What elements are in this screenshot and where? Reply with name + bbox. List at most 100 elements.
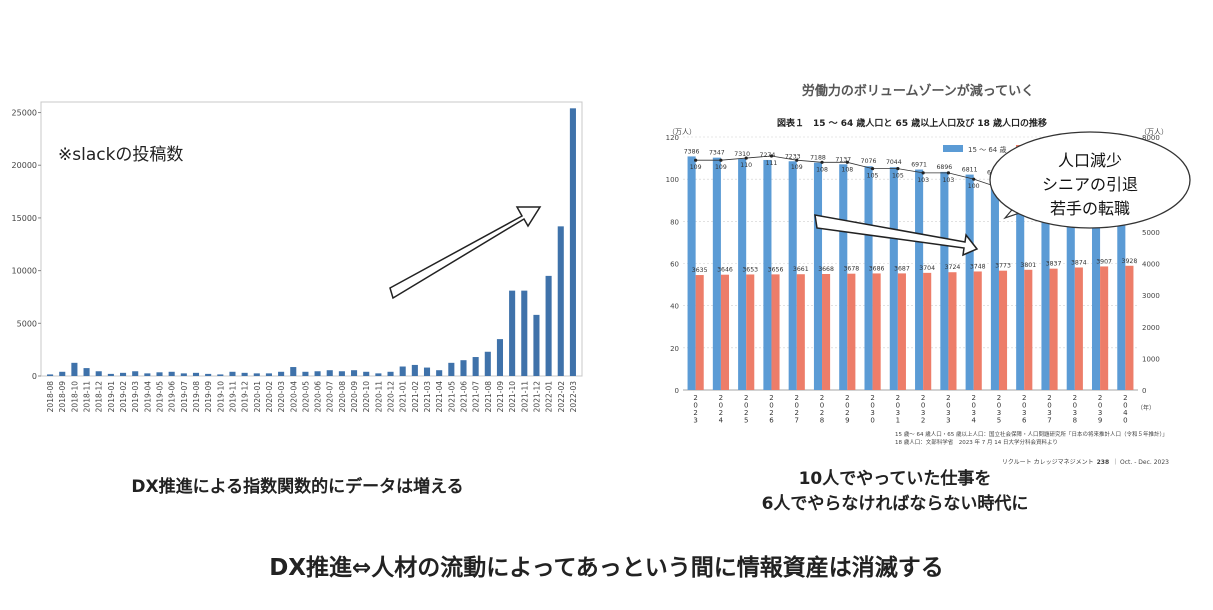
elderly-label: 3687 [894,265,910,272]
working-age-label: 7386 [684,148,700,155]
left-bar [71,362,78,376]
age18-point [870,167,875,171]
left-bar [399,366,406,376]
elderly-bar [1024,269,1033,390]
left-bar [411,364,418,376]
working-age-bar [965,174,974,390]
left-y-tick-label: 5000 [17,319,37,328]
elderly-label: 3907 [1096,258,1112,265]
left-axis-unit: （万人） [668,128,696,136]
working-age-label: 6811 [962,167,978,174]
working-age-label: 6971 [911,162,927,169]
elderly-bar [720,274,730,390]
left-x-tick-label: 2021-09 [496,381,505,413]
left-x-tick-label: 2022-01 [545,381,554,413]
left-bar [363,371,370,376]
age18-point [744,156,748,160]
age18-label: 103 [943,177,955,184]
elderly-label: 3686 [869,265,885,272]
source-line-2: 18 歳人口：文部科学省 2023 年 7 月 14 日大学分科会資料より [895,438,1058,446]
left-x-tick-label: 2019-06 [168,381,177,413]
left-bar [569,108,576,377]
left-x-tick-label: 2021-05 [447,381,456,413]
age18-point [946,171,951,175]
left-y-tick-label: 20000 [12,161,37,170]
right-y-tick-label-left: 20 [670,345,679,353]
age18-label: 109 [715,164,727,171]
left-bar [472,357,479,376]
left-x-tick-label: 2019-12 [241,381,250,413]
right-y-tick-label-left: 40 [670,303,679,311]
left-bar [47,374,54,376]
working-age-bar [864,166,873,390]
left-bar [302,371,309,376]
left-bar [83,368,90,376]
right-y-tick-label-left: 120 [666,134,679,142]
working-age-bar [1091,192,1101,390]
left-x-tick-label: 2021-12 [532,381,541,413]
working-age-bar [1016,180,1025,390]
left-x-tick-label: 2018-09 [58,381,67,413]
working-age-label: 7347 [709,150,725,157]
working-age-bar [889,167,898,390]
left-y-tick-label: 0 [32,372,37,381]
working-age-bar [839,164,848,390]
right-chart-title: 図表１ 15 ～ 64 歳人口と 65 歳以上人口及び 18 歳人口の推移 [777,117,1047,129]
right-y-tick-label-right: 3000 [1142,292,1160,300]
left-bar [496,339,504,376]
working-age-bar [687,156,696,390]
elderly-label: 3801 [1020,262,1036,269]
left-x-tick-label: 2022-03 [569,381,578,413]
right-y-tick-label-right: 2000 [1142,324,1160,332]
working-age-label: 7310 [734,151,750,158]
working-age-label: 7233 [785,153,801,160]
left-x-tick-label: 2021-03 [423,381,432,413]
working-age-bar [1066,188,1075,390]
age18-label: 108 [841,166,853,173]
age18-label: 108 [816,166,828,173]
right-caption: 10人でやっていた仕事を 6人でやらなければならない時代に [720,467,1070,517]
left-x-tick-label: 2019-04 [143,381,152,413]
left-annotation: ※slackの投稿数 [58,145,183,165]
left-x-tick-label: 2020-03 [277,381,286,413]
left-bar [156,372,163,376]
age18-point [896,167,900,171]
elderly-bar [973,271,982,390]
elderly-bar [1125,265,1134,390]
right-y-tick-label-left: 60 [670,261,679,269]
working-age-bar [712,157,721,390]
decline-arrow-icon [814,214,979,257]
elderly-bar [948,272,957,390]
legend-swatch-working-age [943,145,963,152]
bubble-line-3: 若手の転職 [1050,199,1130,218]
age18-point [719,158,723,162]
elderly-label: 3668 [818,266,834,273]
age18-point [972,177,976,181]
right-y-tick-label-left: 0 [675,387,679,395]
left-plot-frame [40,101,583,377]
elderly-bar [998,270,1008,390]
left-x-tick-label: 2018-11 [83,381,92,413]
source-line-1: 15 歳～ 64 歳人口・65 歳以上人口：国立社会保障・人口問題研究所「日本の… [895,430,1168,438]
left-x-tick-label: 2019-09 [204,381,213,413]
age18-point [820,160,824,164]
elderly-bar [1074,267,1083,390]
left-bar [59,371,66,376]
left-x-tick-label: 2019-02 [119,381,128,413]
elderly-bar [847,273,856,390]
working-age-bar [940,171,949,390]
left-x-tick-label: 2018-10 [70,381,79,413]
working-age-label: 7188 [810,155,826,162]
left-x-tick-label: 2020-04 [289,381,298,413]
